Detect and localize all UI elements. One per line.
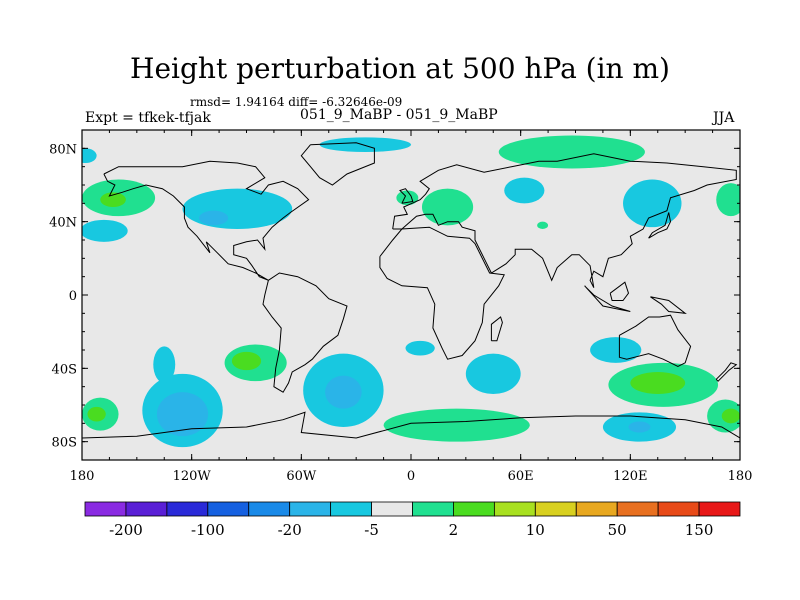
- y-tick-label: 0: [69, 289, 77, 304]
- colorbar-swatch: [125, 501, 168, 517]
- colorbar-label: 50: [608, 521, 627, 539]
- x-tick-label: 0: [407, 469, 415, 484]
- sw-pacific-high-core: [721, 408, 740, 424]
- coastline-8: [648, 212, 672, 239]
- japan-high: [716, 183, 740, 217]
- colorbar-swatch: [698, 501, 741, 517]
- coastline-7: [490, 316, 503, 342]
- colorbar-swatch: [412, 501, 454, 517]
- colorbar-swatch: [616, 501, 659, 517]
- coastline-13: [650, 296, 687, 314]
- colorbar-label: -100: [191, 521, 225, 539]
- axis-ticks: 180 120W 60W 0 60E 120E 180 80N 40N 0 40S 80S: [49, 130, 752, 484]
- so-pacific-big-low-core: [156, 392, 209, 437]
- season-label: JJA: [713, 110, 735, 126]
- x-tick-label: 120W: [173, 469, 212, 484]
- na-pacific-low: [182, 188, 293, 229]
- x-tick-label: 60W: [286, 469, 317, 484]
- coastline-10: [399, 188, 414, 204]
- coastline-9: [715, 362, 738, 382]
- contour-fills: [82, 135, 740, 448]
- australia-low: [590, 337, 642, 363]
- colorbar-swatch: [534, 501, 577, 517]
- coastline-0: [103, 160, 310, 281]
- north-pac-high-core: [100, 192, 126, 208]
- colorbar-swatch: [248, 501, 291, 517]
- y-tick-label: 40S: [52, 362, 77, 377]
- x-tick-label: 180: [728, 469, 753, 484]
- colorbar-swatch: [575, 501, 618, 517]
- coastline-6: [82, 411, 740, 439]
- small-high: [537, 221, 549, 229]
- colorbar-swatch: [657, 501, 700, 517]
- colorbar: -200 -100 -20 -5 2 10 50 150: [84, 501, 741, 539]
- so-pacific-low-tail: [153, 346, 176, 383]
- colorbar-swatch: [330, 501, 372, 517]
- x-tick-label: 120E: [613, 469, 647, 484]
- siberia-low: [504, 177, 545, 204]
- so-ocean-high: [383, 408, 530, 442]
- colorbar-label: 150: [685, 521, 714, 539]
- y-tick-label: 80S: [52, 436, 77, 451]
- case-label: 051_9_MaBP - 051_9_MaBP: [300, 107, 498, 123]
- colorbar-label: 2: [449, 521, 459, 539]
- so-atlantic-low-core: [325, 375, 362, 409]
- experiment-label: Expt = tfkek-tfjak: [85, 110, 211, 126]
- coastline-4: [379, 226, 505, 360]
- colorbar-label: -200: [109, 521, 143, 539]
- nw-pacific-edge-low: [82, 148, 97, 163]
- arctic-siberia-high: [498, 135, 645, 169]
- colorbar-label: -20: [278, 521, 302, 539]
- europe-high: [396, 190, 419, 206]
- coastlines: [82, 142, 740, 439]
- so-indian-small-low: [405, 340, 435, 356]
- coastline-12: [609, 281, 630, 301]
- australia-high-core: [630, 372, 686, 394]
- coastline-3: [392, 153, 737, 288]
- colorbar-swatch: [493, 501, 536, 517]
- east-asia-low: [623, 179, 682, 228]
- colorbar-label: 10: [526, 521, 545, 539]
- chart-title: Height perturbation at 500 hPa (in m): [130, 52, 670, 85]
- colorbar-swatch: [84, 501, 127, 517]
- na-pacific-low-core: [198, 210, 229, 226]
- x-tick-label: 180: [70, 469, 95, 484]
- x-tick-label: 60E: [508, 469, 534, 484]
- colorbar-swatch: [453, 501, 495, 517]
- colorbar-swatch: [289, 501, 332, 517]
- so-indian-low: [465, 353, 521, 395]
- coastline-1: [300, 142, 375, 186]
- colorbar-label: -5: [364, 521, 379, 539]
- rmsd-diff-stats: rmsd= 1.94164 diff= -6.32646e-09: [190, 95, 403, 109]
- y-tick-label: 80N: [49, 142, 77, 157]
- colorbar-swatch: [166, 501, 209, 517]
- se-pacific-edge-high-core: [87, 406, 106, 422]
- colorbar-swatch: [371, 501, 413, 517]
- greenland-low: [319, 137, 411, 153]
- colorbar-swatch: [207, 501, 250, 517]
- so-pacific-high-core: [231, 351, 262, 371]
- south-west-pac-low-core: [628, 421, 651, 433]
- coastline-11: [584, 285, 631, 312]
- y-tick-label: 40N: [49, 216, 77, 231]
- coastline-2: [262, 272, 348, 393]
- east-pac-low: [82, 219, 128, 242]
- eurasia-high: [421, 188, 474, 226]
- coastline-5: [618, 314, 692, 368]
